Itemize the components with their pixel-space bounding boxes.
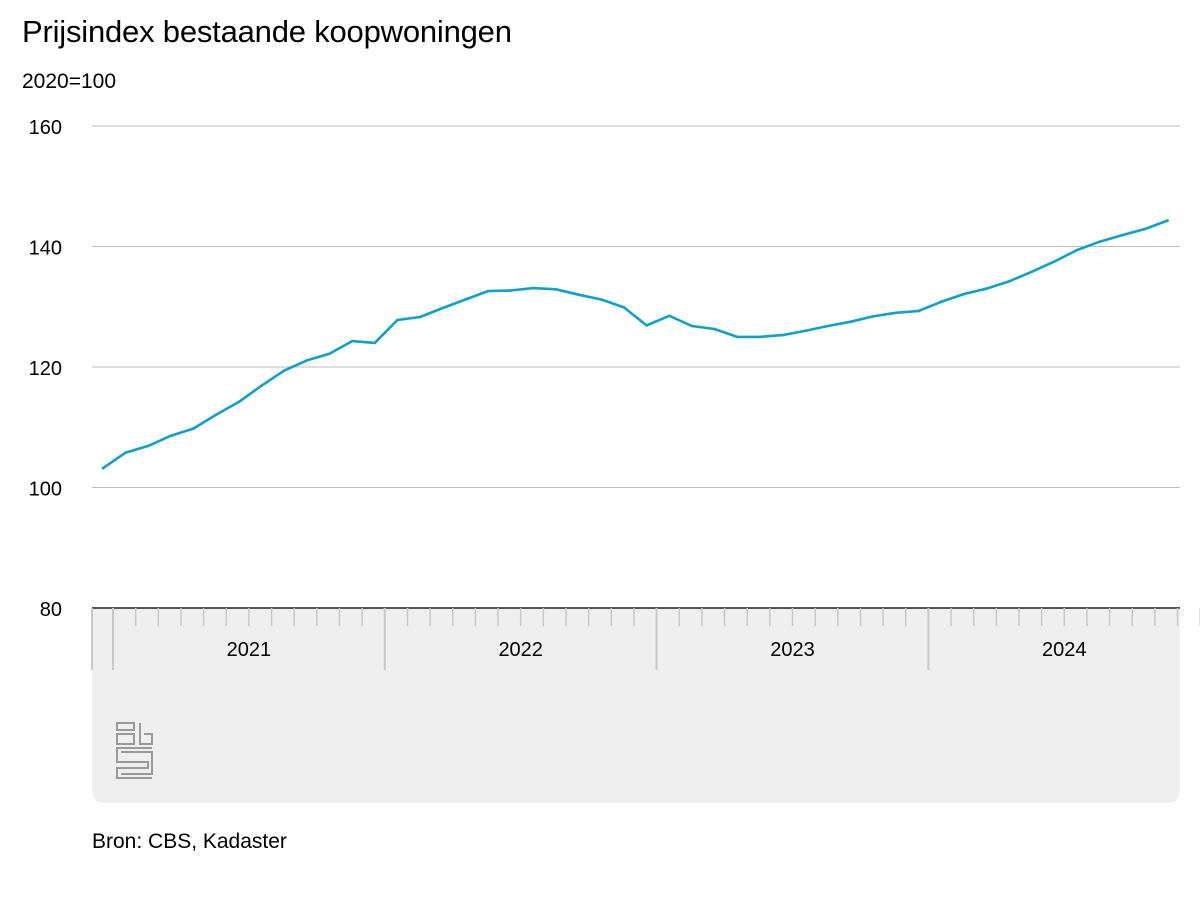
data-point-2021-03 [147,444,150,448]
data-point-2023-06 [758,335,762,339]
data-point-2023-03 [690,324,694,328]
data-point-2022-01 [373,341,377,345]
data-point-2023-11 [871,315,875,318]
data-point-2024-06 [1030,270,1033,274]
y-tick-label-160: 160 [29,117,62,139]
chart-title: Prijsindex bestaande koopwoningen [22,14,512,49]
data-point-2024-10 [1120,233,1124,237]
data-point-2021-11 [328,352,331,356]
y-tick-label-140: 140 [29,238,62,260]
data-point-2021-12 [350,339,354,343]
data-point-2021-04 [169,434,173,437]
data-point-2021-05 [192,427,195,430]
y-tick-label-80: 80 [40,599,62,621]
x-tick-label-2024: 2024 [1042,639,1087,661]
x-axis: 2021 2022 2023 2024 [91,607,1200,670]
data-point-2021-06 [214,413,218,416]
data-point-2024-02 [939,300,943,304]
x-tick-label-2021: 2021 [227,639,272,661]
data-point-2024-09 [1098,240,1101,243]
data-point-2021-02 [124,451,127,454]
data-point-2022-07 [509,289,512,292]
y-tick-label-120: 120 [29,358,62,380]
data-point-2023-07 [781,333,784,337]
data-point-2022-08 [532,286,535,290]
data-point-2022-10 [577,293,580,297]
data-point-2021-08 [260,384,263,387]
x-axis-band [92,608,1180,803]
data-point-2022-12 [622,306,626,309]
data-point-2024-08 [1075,248,1079,252]
data-point-2023-09 [826,324,830,328]
data-point-2024-01 [917,309,920,313]
chart-subtitle: 2020=100 [22,70,117,93]
data-point-2022-06 [486,289,490,293]
data-point-2022-04 [441,306,445,310]
data-point-2024-05 [1007,280,1011,283]
series-layer [101,219,1169,470]
series-line-0 [101,219,1169,470]
cbs-logo [116,722,153,779]
chart-source: Bron: CBS, Kadaster [92,830,287,853]
data-point-2021-09 [282,369,286,372]
data-point-2024-12 [1166,219,1169,222]
data-point-2023-04 [713,327,716,331]
data-point-2022-05 [464,298,467,301]
data-point-2021-01 [101,466,105,470]
data-point-2023-05 [735,335,739,339]
data-point-2024-04 [985,287,988,290]
gridlines [92,125,1180,488]
data-point-2023-10 [849,320,852,324]
y-tick-label-100: 100 [29,479,62,501]
data-point-2021-10 [305,359,309,362]
data-point-2023-08 [803,329,807,333]
data-point-2022-11 [600,298,603,301]
data-point-2023-01 [645,324,648,327]
x-tick-label-2023: 2023 [770,639,815,661]
data-point-2024-11 [1143,227,1147,231]
data-point-2022-02 [396,318,399,322]
data-point-2023-12 [894,311,898,315]
data-point-2022-09 [554,287,558,291]
x-tick-label-2022: 2022 [498,639,543,661]
data-point-2024-07 [1053,260,1056,263]
data-point-2023-02 [667,314,671,318]
data-point-2021-07 [237,400,241,404]
data-point-2024-03 [962,292,965,296]
data-point-2022-03 [418,315,422,319]
y-axis: 80 100 120 140 160 [29,117,62,621]
